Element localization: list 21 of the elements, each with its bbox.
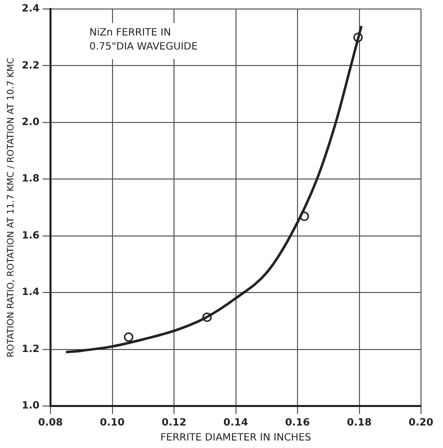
x-tick-label: 0.08 <box>38 418 63 429</box>
annotation: NiZn FERRITE IN <box>89 28 171 39</box>
y-tick-label: 1.6 <box>22 230 40 242</box>
x-tick-label: 0.10 <box>100 418 125 429</box>
y-tick-label: 1.4 <box>22 287 40 298</box>
y-tick-label: 2.2 <box>22 60 40 72</box>
x-tick-label: 0.18 <box>346 418 372 429</box>
line-series <box>64 24 363 354</box>
y-tick-label: 2.0 <box>22 117 40 128</box>
x-axis-title: FERRITE DIAMETER IN INCHES <box>160 432 312 444</box>
y-tick-label: 1.2 <box>22 344 40 355</box>
x-tick-label: 0.12 <box>162 418 186 429</box>
x-tick-label: 0.20 <box>408 418 434 429</box>
point <box>124 332 134 342</box>
x-tick-label: 0.14 <box>223 418 248 429</box>
y-tick-label: 2.4 <box>22 4 40 15</box>
x-tick-label: 0.16 <box>285 418 310 429</box>
annotation: 0.75"DIA WAVEGUIDE <box>89 42 198 53</box>
y-tick-label: 1.8 <box>22 174 40 185</box>
y-tick-label: 1.0 <box>22 400 40 412</box>
y-axis-title: ROTATION RATIO, ROTATION AT 11.7 KMC / ROTATION AT 10.7 KMC <box>6 58 17 358</box>
